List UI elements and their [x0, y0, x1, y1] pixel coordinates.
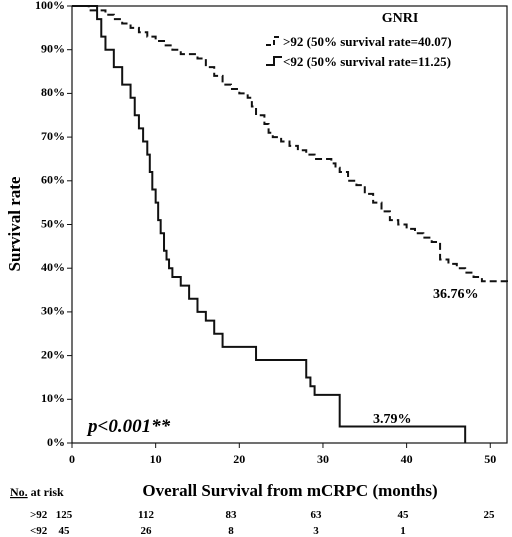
- y-tick-label: 100%: [35, 0, 65, 12]
- legend: >92 (50% survival rate=40.07) <92 (50% su…: [266, 34, 452, 69]
- series-line-1: [72, 5, 508, 283]
- series1-end-label: 36.76%: [433, 287, 479, 302]
- risk-row-label: >92: [30, 509, 48, 521]
- x-axis-ticks: 0 10 20 30 40 50: [69, 443, 496, 466]
- risk-cell: 112: [138, 509, 154, 521]
- x-tick-label: 20: [233, 452, 245, 466]
- series-line-2: [72, 5, 467, 443]
- survival-curves: [72, 5, 508, 443]
- risk-cell: 125: [56, 509, 73, 521]
- risk-cell: 25: [484, 509, 496, 521]
- y-tick-label: 0%: [47, 435, 65, 449]
- plot-frame: [71, 5, 508, 444]
- risk-cell: 3: [313, 525, 319, 537]
- y-tick-label: 40%: [41, 260, 65, 274]
- risk-cell: 63: [311, 509, 323, 521]
- x-tick-label: 30: [317, 452, 329, 466]
- y-tick-label: 10%: [41, 391, 65, 405]
- x-axis-title: Overall Survival from mCRPC (months): [142, 481, 437, 500]
- risk-table: >92 125 112 83 63 45 25<92 45 26 8 3 1: [30, 509, 495, 537]
- y-tick-label: 90%: [41, 41, 65, 55]
- p-value-text: p<0.001**: [86, 416, 171, 437]
- risk-header-no: No.: [10, 485, 28, 499]
- x-tick-label: 50: [484, 452, 496, 466]
- x-tick-label: 0: [69, 452, 75, 466]
- risk-header-rest: at risk: [28, 485, 64, 499]
- y-axis-ticks: 0% 10% 20% 30% 40% 50% 60% 70% 80% 90% 100%: [35, 0, 72, 449]
- legend-title: GNRI: [382, 11, 419, 26]
- risk-row-label: <92: [30, 525, 48, 537]
- legend-swatch-1: [266, 36, 282, 46]
- y-tick-label: 70%: [41, 129, 65, 143]
- legend-swatch-2: [266, 56, 282, 66]
- risk-cell: 8: [228, 525, 234, 537]
- y-tick-label: 60%: [41, 173, 65, 187]
- risk-table-header: No. at risk: [10, 485, 64, 499]
- x-tick-label: 10: [150, 452, 162, 466]
- legend-label-2: <92 (50% survival rate=11.25): [283, 54, 451, 69]
- legend-label-1: >92 (50% survival rate=40.07): [283, 34, 452, 49]
- risk-cell: 1: [400, 525, 406, 537]
- y-axis-title: Survival rate: [5, 176, 24, 271]
- risk-cell: 83: [226, 509, 238, 521]
- x-tick-label: 40: [401, 452, 413, 466]
- y-tick-label: 30%: [41, 304, 65, 318]
- y-tick-label: 20%: [41, 347, 65, 361]
- y-tick-label: 80%: [41, 85, 65, 99]
- risk-cell: 26: [141, 525, 153, 537]
- y-tick-label: 50%: [41, 216, 65, 230]
- p-value-label: p<0.001**: [86, 416, 171, 437]
- series2-end-label: 3.79%: [373, 412, 412, 427]
- risk-cell: 45: [398, 509, 410, 521]
- risk-cell: 45: [59, 525, 71, 537]
